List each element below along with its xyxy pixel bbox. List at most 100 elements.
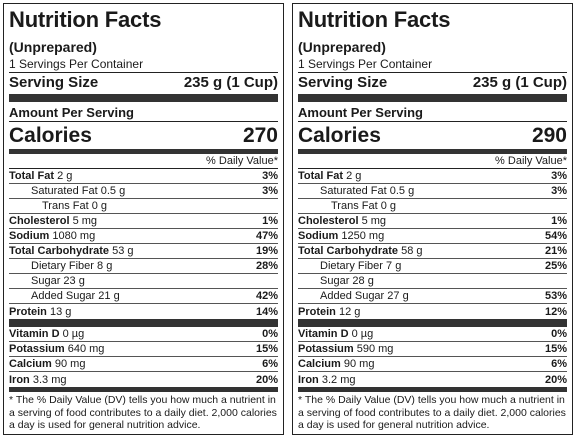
nutrient-label: Total Carbohydrate: [9, 245, 110, 257]
calories-label: Calories: [298, 123, 381, 147]
label-status: (Unprepared): [298, 39, 386, 55]
nutrient-label: Sodium: [9, 230, 50, 242]
nutrient-label: Total Fat: [9, 170, 55, 182]
nutrient-row-saturated-fat: Saturated Fat 0.5 g 3%: [9, 184, 278, 199]
daily-value-header: % Daily Value*: [298, 154, 567, 169]
nutrient-label: Iron: [9, 373, 30, 386]
nutrient-pct: 19%: [255, 245, 278, 257]
nutrient-row-cholesterol: Cholesterol 5 mg 1%: [298, 214, 567, 229]
nutrient-amount: 27 g: [387, 290, 409, 302]
nutrient-pct: 28%: [255, 260, 278, 272]
amount-per-serving: Amount Per Serving: [298, 105, 423, 120]
nutrient-pct: 21%: [544, 245, 567, 257]
nutrient-label: Sugar: [320, 275, 350, 287]
nutrient-label: Saturated Fat: [31, 185, 98, 197]
nutrient-pct: 20%: [255, 373, 278, 386]
nutrient-amount: 12 g: [338, 305, 361, 318]
nutrient-amount: 1250 mg: [341, 230, 385, 242]
nutrient-row-added-sugar: Added Sugar 21 g 42%: [9, 289, 278, 304]
serving-size-label: Serving Size: [298, 74, 388, 91]
nutrient-row-calcium: Calcium 90 mg 6%: [9, 357, 278, 372]
nutrient-label: Total Carbohydrate: [298, 245, 399, 257]
nutrient-amount: 2 g: [57, 170, 73, 182]
nutrient-row-sodium: Sodium 1250 mg 54%: [298, 229, 567, 244]
nutrient-label: Saturated Fat: [320, 185, 387, 197]
nutrient-row-dietary-fiber: Dietary Fiber 7 g 25%: [298, 259, 567, 274]
nutrient-amount: 1080 mg: [52, 230, 96, 242]
footnote: * The % Daily Value (DV) tells you how m…: [9, 394, 277, 431]
nutrient-pct: 15%: [544, 343, 567, 355]
nutrient-row-total-fat: Total Fat 2 g 3%: [9, 169, 278, 184]
nutrient-amount: 0 g: [91, 200, 108, 212]
calories-row: Calories 290: [298, 121, 567, 149]
calories-value: 290: [531, 123, 567, 147]
nutrient-row-vitamin-d: Vitamin D 0 µg 0%: [298, 327, 567, 342]
nutrient-pct: 3%: [262, 170, 278, 182]
nutrient-row-sodium: Sodium 1080 mg 47%: [9, 229, 278, 244]
nutrient-pct: 3%: [262, 185, 278, 197]
servings-per-container: 1 Servings Per Container: [9, 57, 144, 71]
nutrient-row-added-sugar: Added Sugar 27 g 53%: [298, 289, 567, 304]
nutrient-amount: 0.5 g: [100, 185, 126, 197]
label-status: (Unprepared): [9, 39, 97, 55]
medium-divider: [298, 149, 567, 154]
serving-size-value: 235 g (1 Cup): [183, 74, 278, 91]
nutrient-row-sugar: Sugar 23 g: [9, 274, 278, 289]
nutrient-pct: 1%: [551, 215, 567, 227]
nutrient-pct: 54%: [544, 230, 567, 242]
nutrient-pct: 6%: [551, 358, 567, 370]
nutrient-row-protein: Protein 13 g 14%: [9, 304, 278, 319]
nutrient-pct: 15%: [255, 343, 278, 355]
nutrient-label: Calcium: [9, 358, 52, 370]
nutrient-label: Cholesterol: [298, 215, 359, 227]
nutrition-label-left: Nutrition Facts (Unprepared) 1 Servings …: [3, 3, 284, 435]
nutrient-row-vitamin-d: Vitamin D 0 µg 0%: [9, 327, 278, 342]
daily-value-header: % Daily Value*: [9, 154, 278, 169]
label-title: Nutrition Facts: [298, 7, 451, 32]
nutrient-pct: 0%: [551, 328, 567, 340]
nutrient-amount: 21 g: [98, 290, 120, 302]
nutrient-label: Sugar: [31, 275, 61, 287]
nutrient-label: Potassium: [9, 343, 65, 355]
nutrient-row-total-carbohydrate: Total Carbohydrate 53 g 19%: [9, 244, 278, 259]
nutrient-pct: 14%: [255, 305, 278, 318]
medium-divider: [9, 387, 278, 392]
nutrient-label: Trans Fat: [331, 200, 378, 212]
nutrient-row-calcium: Calcium 90 mg 6%: [298, 357, 567, 372]
nutrient-amount: 28 g: [352, 275, 374, 287]
footnote: * The % Daily Value (DV) tells you how m…: [298, 394, 566, 431]
nutrient-label: Added Sugar: [320, 290, 385, 302]
serving-size-value: 235 g (1 Cup): [472, 74, 567, 91]
calories-label: Calories: [9, 123, 92, 147]
nutrient-pct: 53%: [544, 290, 567, 302]
nutrient-row-total-carbohydrate: Total Carbohydrate 58 g 21%: [298, 244, 567, 259]
nutrient-row-potassium: Potassium 590 mg 15%: [298, 342, 567, 357]
nutrient-row-sugar: Sugar 28 g: [298, 274, 567, 289]
nutrient-row-dietary-fiber: Dietary Fiber 8 g 28%: [9, 259, 278, 274]
nutrient-amount: 640 mg: [67, 343, 105, 355]
nutrient-label: Added Sugar: [31, 290, 96, 302]
nutrient-label: Vitamin D: [298, 328, 349, 340]
serving-size-label: Serving Size: [9, 74, 99, 91]
nutrient-label: Total Fat: [298, 170, 344, 182]
nutrient-amount: 0 µg: [62, 328, 85, 340]
nutrient-pct: 6%: [262, 358, 278, 370]
nutrient-label: Trans Fat: [42, 200, 89, 212]
medium-divider: [298, 387, 567, 392]
nutrient-label: Calcium: [298, 358, 341, 370]
nutrient-amount: 0 g: [380, 200, 397, 212]
nutrient-label: Potassium: [298, 343, 354, 355]
nutrient-row-cholesterol: Cholesterol 5 mg 1%: [9, 214, 278, 229]
servings-per-container: 1 Servings Per Container: [298, 57, 433, 71]
nutrient-label: Cholesterol: [9, 215, 70, 227]
nutrient-label: Dietary Fiber: [31, 260, 94, 272]
thick-divider: [9, 319, 278, 327]
calories-row: Calories 270: [9, 121, 278, 149]
nutrient-pct: 12%: [544, 305, 567, 318]
serving-size-row: Serving Size 235 g (1 Cup): [9, 72, 278, 94]
nutrient-label: Iron: [298, 373, 319, 386]
nutrient-amount: 5 mg: [361, 215, 387, 227]
nutrient-pct: 47%: [255, 230, 278, 242]
medium-divider: [9, 149, 278, 154]
nutrient-amount: 3.3 mg: [32, 373, 67, 386]
